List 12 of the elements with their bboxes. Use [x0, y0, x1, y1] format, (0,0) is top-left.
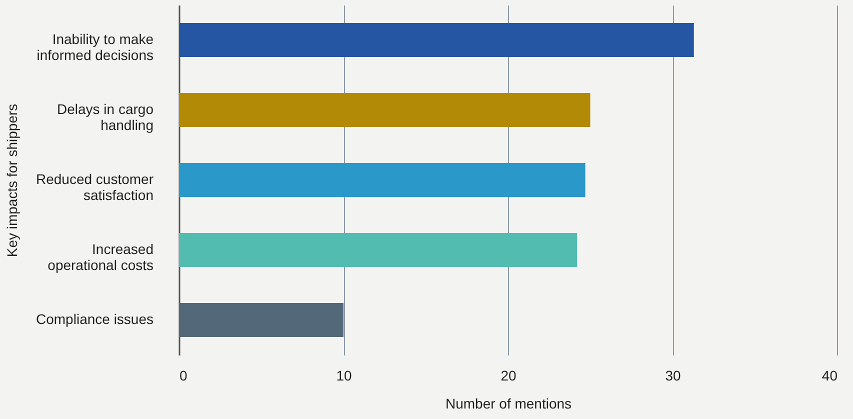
y-tick-label: Reduced customer satisfaction — [36, 171, 154, 203]
x-tick-label: 10 — [336, 368, 352, 384]
y-tick-label: Delays in cargo handling — [57, 101, 154, 133]
y-tick-label: Inability to make informed decisions — [36, 31, 154, 63]
y-tick-label: Increased operational costs — [48, 241, 154, 273]
x-tick-label: 0 — [180, 368, 188, 384]
x-axis-title: Number of mentions — [445, 396, 572, 412]
x-tick-label: 40 — [822, 368, 838, 384]
x-tick-label: 20 — [500, 368, 516, 384]
y-axis-title: Key impacts for shippers — [4, 104, 20, 258]
x-tick-label: 30 — [665, 368, 681, 384]
y-tick-label: Compliance issues — [36, 311, 154, 327]
